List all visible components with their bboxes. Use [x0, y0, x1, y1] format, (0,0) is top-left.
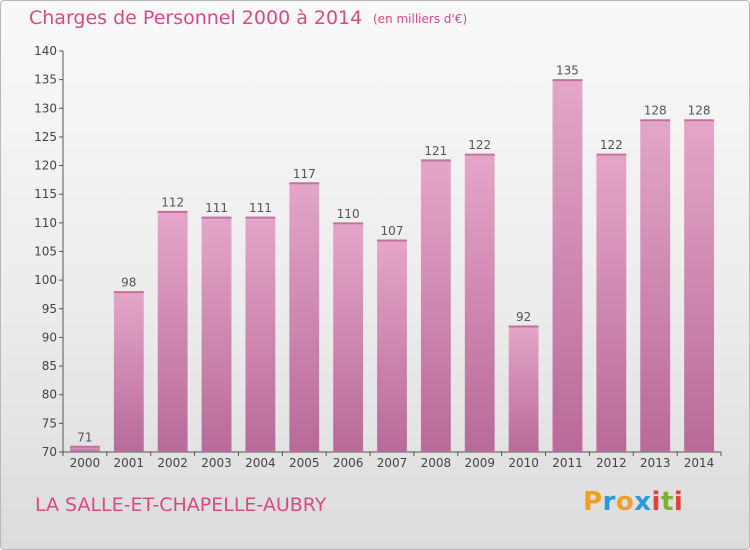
x-tick-label: 2011	[552, 456, 583, 470]
x-tick-label: 2006	[333, 456, 364, 470]
bar	[201, 217, 232, 452]
bar-value-label: 128	[688, 104, 711, 118]
bar-value-label: 98	[121, 276, 136, 290]
x-tick-label: 2009	[464, 456, 495, 470]
x-tick-label: 2005	[289, 456, 320, 470]
proxiti-logo[interactable]: Proxiti	[583, 487, 683, 517]
bar	[420, 159, 451, 453]
bar-value-label: 128	[644, 104, 667, 118]
x-tick-label: 2003	[201, 456, 232, 470]
y-tick-label: 135	[34, 73, 57, 87]
y-tick-label: 75	[42, 416, 57, 430]
bar	[552, 79, 583, 453]
logo-letter: i	[651, 487, 661, 517]
chart-title: Charges de Personnel 2000 à 2014	[29, 7, 363, 29]
bar-value-label: 135	[556, 64, 579, 78]
bar	[377, 240, 407, 452]
bars: 71 98 112 111 111 117 110 107 121 122 92 135 122 128 1…	[70, 64, 714, 453]
bar	[333, 222, 364, 452]
bar	[508, 325, 539, 452]
bar-value-label: 111	[249, 201, 272, 215]
logo-letter: o	[615, 487, 635, 517]
bar	[113, 291, 144, 452]
bar-value-label: 112	[161, 195, 184, 209]
y-tick-label: 130	[34, 101, 57, 115]
bar	[596, 154, 627, 452]
x-tick-label: 2010	[508, 456, 539, 470]
x-tick-label: 2008	[421, 456, 452, 470]
bar-value-label: 92	[516, 310, 531, 324]
y-tick-label: 95	[42, 302, 57, 316]
bar	[289, 182, 320, 452]
bar	[684, 119, 714, 452]
y-tick-label: 100	[34, 273, 57, 287]
x-tick-label: 2002	[157, 456, 188, 470]
bar	[245, 217, 276, 452]
logo-letter: t	[660, 487, 674, 517]
logo-letter: r	[602, 487, 616, 517]
y-tick-label: 115	[34, 187, 57, 201]
y-tick-label: 80	[42, 388, 57, 402]
y-tick-label: 105	[34, 245, 57, 259]
commune-name: LA SALLE-ET-CHAPELLE-AUBRY	[35, 494, 327, 516]
x-tick-label: 2000	[70, 456, 101, 470]
bar	[640, 119, 671, 452]
bar	[70, 446, 100, 452]
bar	[157, 211, 188, 452]
x-tick-label: 2012	[596, 456, 627, 470]
y-tick-label: 125	[34, 130, 57, 144]
bar-value-label: 122	[600, 138, 623, 152]
bar-value-label: 71	[77, 430, 92, 444]
x-tick-label: 2007	[377, 456, 408, 470]
bar	[464, 154, 495, 452]
bar-value-label: 111	[205, 201, 228, 215]
chart-unit: (en milliers d'€)	[373, 12, 468, 26]
bar-value-label: 107	[381, 224, 404, 238]
x-tick-label: 2013	[640, 456, 671, 470]
y-tick-label: 70	[42, 445, 57, 459]
y-tick-label: 120	[34, 159, 57, 173]
bar-value-label: 121	[424, 144, 447, 158]
logo-letter: P	[583, 487, 603, 517]
logo-letter: i	[673, 487, 684, 517]
y-tick-label: 110	[34, 216, 57, 230]
bar-value-label: 110	[337, 207, 360, 221]
bar-value-label: 122	[468, 138, 491, 152]
x-tick-label: 2014	[684, 456, 715, 470]
x-tick-label: 2001	[114, 456, 145, 470]
x-tick-label: 2004	[245, 456, 276, 470]
bar-value-label: 117	[293, 167, 316, 181]
y-tick-label: 90	[42, 330, 57, 344]
logo-letter: x	[634, 487, 652, 517]
y-tick-label: 85	[42, 359, 57, 373]
y-tick-label: 140	[34, 44, 57, 58]
